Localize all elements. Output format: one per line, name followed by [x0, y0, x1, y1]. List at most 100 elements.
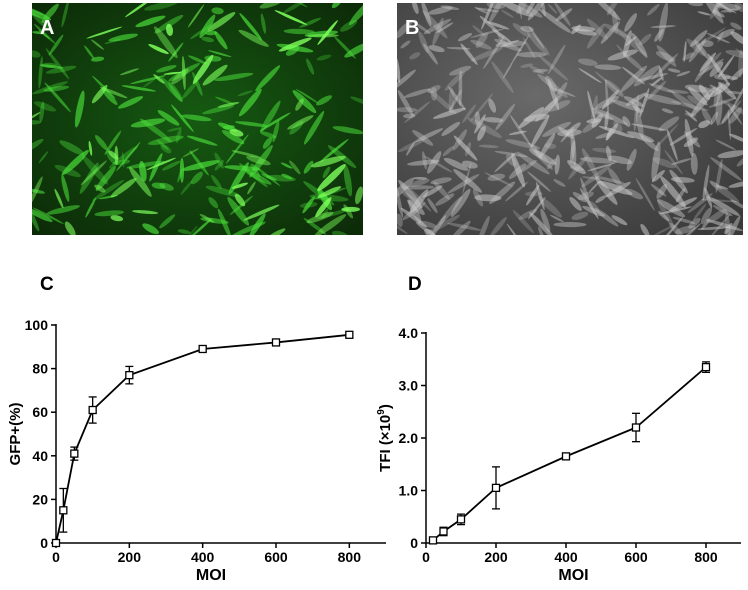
data-point — [59, 506, 68, 515]
cell — [450, 188, 471, 217]
cell — [64, 221, 76, 235]
cell — [694, 39, 710, 60]
cell — [547, 78, 560, 111]
cell — [182, 160, 221, 171]
cell — [595, 195, 607, 203]
cell — [423, 43, 438, 65]
cell — [126, 160, 166, 169]
cell — [182, 148, 199, 158]
cell — [729, 107, 742, 124]
cell — [94, 135, 109, 151]
cell — [39, 101, 45, 123]
cell — [631, 32, 648, 58]
cell — [581, 148, 599, 179]
cell — [355, 186, 363, 205]
cell — [435, 22, 454, 33]
cell — [512, 23, 531, 38]
cell — [587, 90, 596, 122]
data-point — [51, 538, 61, 548]
cell — [79, 162, 99, 194]
y-axis-label: GFP+(%) — [7, 403, 24, 466]
cell — [660, 176, 686, 208]
cell — [32, 207, 53, 223]
cell — [675, 225, 696, 235]
cell — [397, 138, 426, 153]
cell — [440, 5, 460, 11]
y-tick-label: 2.0 — [399, 430, 419, 446]
cell — [730, 22, 742, 30]
cell — [651, 141, 661, 181]
cell — [671, 91, 699, 111]
cell — [591, 3, 621, 21]
cell — [106, 150, 117, 165]
cell — [238, 29, 269, 47]
cell — [43, 85, 70, 92]
cell — [406, 141, 416, 156]
data-point — [631, 423, 641, 432]
cell — [278, 37, 312, 52]
cell — [314, 214, 347, 235]
cell — [684, 112, 697, 117]
data-point — [456, 515, 466, 524]
panel-label: D — [408, 274, 422, 295]
cell — [721, 104, 736, 125]
cell — [658, 66, 664, 81]
cell — [202, 105, 235, 115]
cell — [156, 139, 169, 150]
cell — [403, 113, 416, 119]
cell — [409, 52, 421, 60]
cell — [44, 82, 72, 113]
cell — [447, 222, 482, 231]
cell — [208, 197, 219, 209]
cell — [657, 199, 675, 229]
cell — [215, 96, 235, 105]
cell — [94, 210, 125, 217]
cell — [32, 112, 41, 123]
cell — [494, 152, 517, 173]
cell — [295, 98, 304, 111]
cell — [698, 84, 711, 100]
cell — [527, 31, 550, 56]
cell — [600, 21, 620, 44]
cell — [400, 40, 411, 49]
cell — [716, 28, 735, 39]
cell — [110, 215, 124, 222]
cell — [110, 177, 137, 198]
cell — [135, 15, 166, 28]
cell — [125, 3, 154, 18]
cell — [397, 213, 403, 228]
cell — [540, 208, 551, 233]
cell — [425, 214, 461, 235]
cell — [432, 107, 467, 119]
cell — [422, 155, 453, 173]
cell — [32, 4, 52, 21]
cell — [303, 110, 325, 145]
cell — [702, 3, 737, 14]
cell — [303, 160, 314, 174]
cell — [205, 185, 241, 197]
cell — [132, 210, 159, 215]
cell — [475, 32, 489, 48]
cell — [179, 157, 185, 183]
cell — [491, 61, 514, 94]
cell — [104, 130, 122, 155]
cell — [701, 218, 711, 230]
micrograph-b — [397, 3, 743, 235]
cell — [92, 179, 125, 201]
cell — [558, 126, 574, 139]
cell — [716, 185, 729, 190]
cell — [586, 18, 608, 40]
cell — [646, 80, 667, 101]
cell — [306, 34, 339, 38]
cell — [567, 160, 586, 175]
cell — [593, 111, 614, 120]
cell — [199, 213, 215, 223]
cell — [538, 54, 569, 81]
cell — [175, 128, 182, 144]
cell — [554, 154, 560, 175]
cell — [428, 6, 453, 15]
cell — [262, 137, 273, 149]
cell — [427, 151, 442, 174]
